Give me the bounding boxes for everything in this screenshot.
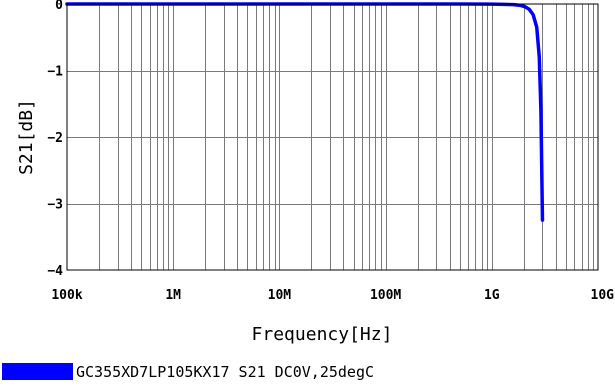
legend-label: GC355XD7LP105KX17 S21 DC0V,25degC [76, 363, 374, 381]
y-axis-title: S21[dB] [16, 99, 37, 175]
x-tick-label: 1G [484, 288, 500, 303]
x-tick-label: 10G [591, 288, 615, 303]
y-tick-label: 0 [55, 0, 63, 13]
y-tick-labels: 0 −1 −2 −3 −4 [47, 0, 63, 279]
legend-swatch [2, 363, 73, 380]
grid-lines [67, 4, 598, 270]
x-tick-label: 1M [165, 288, 181, 303]
x-tick-label: 100k [51, 288, 82, 303]
y-tick-label: −1 [47, 65, 63, 80]
x-axis-title: Frequency[Hz] [252, 324, 393, 345]
y-tick-label: −3 [47, 198, 63, 213]
x-tick-label: 100M [370, 288, 401, 303]
legend: GC355XD7LP105KX17 S21 DC0V,25degC [2, 363, 374, 381]
x-tick-label: 10M [268, 288, 292, 303]
y-tick-label: −2 [47, 131, 63, 146]
y-tick-label: −4 [47, 264, 63, 279]
x-tick-labels: 100k 1M 10M 100M 1G 10G [51, 288, 614, 303]
plot-frame [66, 3, 599, 271]
